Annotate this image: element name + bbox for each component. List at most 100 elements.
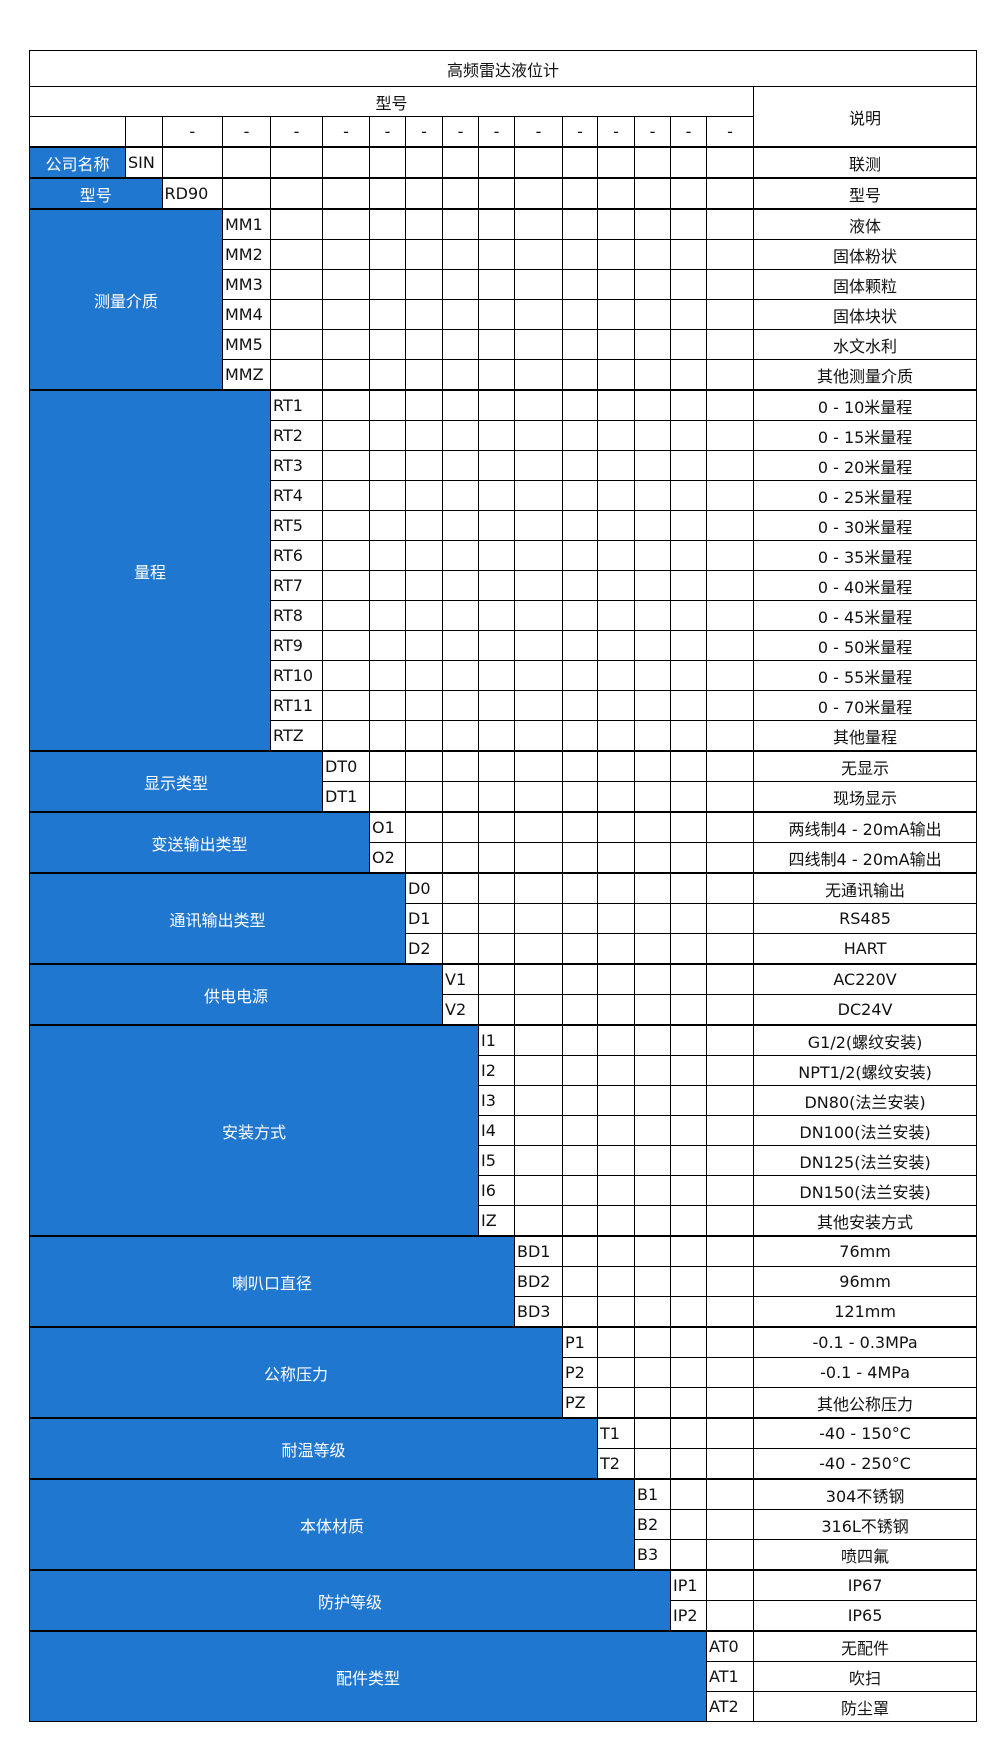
empty-cell [478, 963, 515, 995]
empty-cell [442, 359, 479, 391]
empty-cell [597, 177, 635, 210]
empty-cell [478, 239, 515, 270]
empty-cell [706, 359, 754, 391]
empty-cell [369, 329, 406, 360]
empty-cell [322, 540, 370, 571]
section-label: 本体材质 [29, 1478, 635, 1571]
empty-cell [597, 1205, 635, 1237]
separator-cell: - [514, 116, 563, 148]
empty-cell [706, 389, 754, 421]
empty-cell [670, 540, 707, 571]
empty-cell [514, 903, 563, 934]
empty-cell [670, 1509, 707, 1540]
option-code: D2 [405, 933, 443, 965]
empty-cell [562, 1175, 598, 1206]
option-description: DN150(法兰安装) [752, 1175, 978, 1206]
empty-cell [369, 750, 406, 782]
empty-cell [670, 299, 707, 330]
option-description: HART [752, 933, 978, 965]
table-row: 安装方式 I1 G1/2(螺纹安装) [29, 1024, 978, 1237]
empty-cell [670, 359, 707, 391]
table-row: V2 DC24V [30, 994, 978, 1026]
option-description: 316L不锈钢 [752, 1509, 978, 1540]
table-row: RT7 0 - 40米量程 [30, 570, 978, 601]
empty-cell [562, 239, 598, 270]
empty-cell [562, 1115, 598, 1146]
separator-cell: - [597, 116, 635, 148]
empty-cell [442, 720, 479, 752]
empty-cell [597, 359, 635, 391]
table-row: 变送输出类型 O1 两线制4 - 20mA输出 [29, 811, 978, 874]
empty-cell [442, 781, 479, 813]
empty-cell [706, 510, 754, 541]
empty-cell [670, 269, 707, 300]
table-row: 公司名称 SIN 联测 [29, 146, 978, 179]
option-code: RT1 [270, 389, 323, 421]
empty-cell [405, 811, 443, 843]
empty-cell [514, 420, 563, 451]
empty-cell [514, 811, 563, 843]
empty-cell [597, 1266, 635, 1297]
option-description: -0.1 - 0.3MPa [752, 1326, 978, 1358]
table-row: RT10 0 - 55米量程 [30, 660, 978, 691]
table-row: MM5 水文水利 [30, 329, 978, 360]
separator-cell: - [405, 116, 443, 148]
empty-cell [562, 359, 598, 391]
option-description: 现场显示 [752, 781, 978, 813]
option-description: 76mm [752, 1235, 978, 1267]
empty-cell [597, 1175, 635, 1206]
empty-cell [597, 750, 635, 782]
empty-cell [706, 1539, 754, 1571]
empty-cell [514, 269, 563, 300]
empty-cell [514, 299, 563, 330]
empty-cell [706, 299, 754, 330]
empty-cell [562, 750, 598, 782]
empty-cell [405, 329, 443, 360]
empty-cell [562, 570, 598, 601]
option-code: MM3 [222, 269, 271, 300]
empty-cell [597, 299, 635, 330]
empty-cell [670, 903, 707, 934]
empty-cell [478, 690, 515, 721]
option-code: SIN [125, 146, 163, 179]
empty-cell [597, 420, 635, 451]
empty-cell [634, 690, 671, 721]
empty-cell [442, 872, 479, 904]
empty-cell [634, 177, 671, 210]
empty-cell [706, 872, 754, 904]
empty-cell [514, 1175, 563, 1206]
empty-cell [514, 872, 563, 904]
empty-cell [597, 208, 635, 240]
empty-cell [634, 269, 671, 300]
empty-cell [442, 510, 479, 541]
empty-cell [322, 720, 370, 752]
empty-cell [405, 480, 443, 511]
section-label: 测量介质 [29, 208, 223, 391]
empty-cell [514, 1055, 563, 1086]
option-description: 0 - 40米量程 [752, 570, 978, 601]
empty-cell [634, 933, 671, 965]
separator-cell: - [369, 116, 406, 148]
option-description: IP65 [752, 1600, 978, 1632]
empty-cell [597, 1387, 635, 1419]
empty-cell [270, 359, 323, 391]
empty-cell [405, 420, 443, 451]
empty-cell [597, 903, 635, 934]
option-code: I6 [478, 1175, 515, 1206]
section-label: 耐温等级 [29, 1417, 598, 1480]
section-label: 配件类型 [29, 1630, 707, 1722]
empty-cell [369, 720, 406, 752]
empty-cell [369, 630, 406, 661]
section-label: 通讯输出类型 [29, 872, 406, 965]
empty-cell [706, 208, 754, 240]
option-description: 其他安装方式 [752, 1205, 978, 1237]
empty-cell [514, 994, 563, 1026]
empty-cell [597, 994, 635, 1026]
option-description: 喷四氟 [752, 1539, 978, 1571]
empty-cell [706, 1509, 754, 1540]
empty-cell [670, 811, 707, 843]
empty-cell [369, 177, 406, 210]
option-code: MM4 [222, 299, 271, 330]
empty-cell [634, 1357, 671, 1388]
empty-cell [405, 177, 443, 210]
